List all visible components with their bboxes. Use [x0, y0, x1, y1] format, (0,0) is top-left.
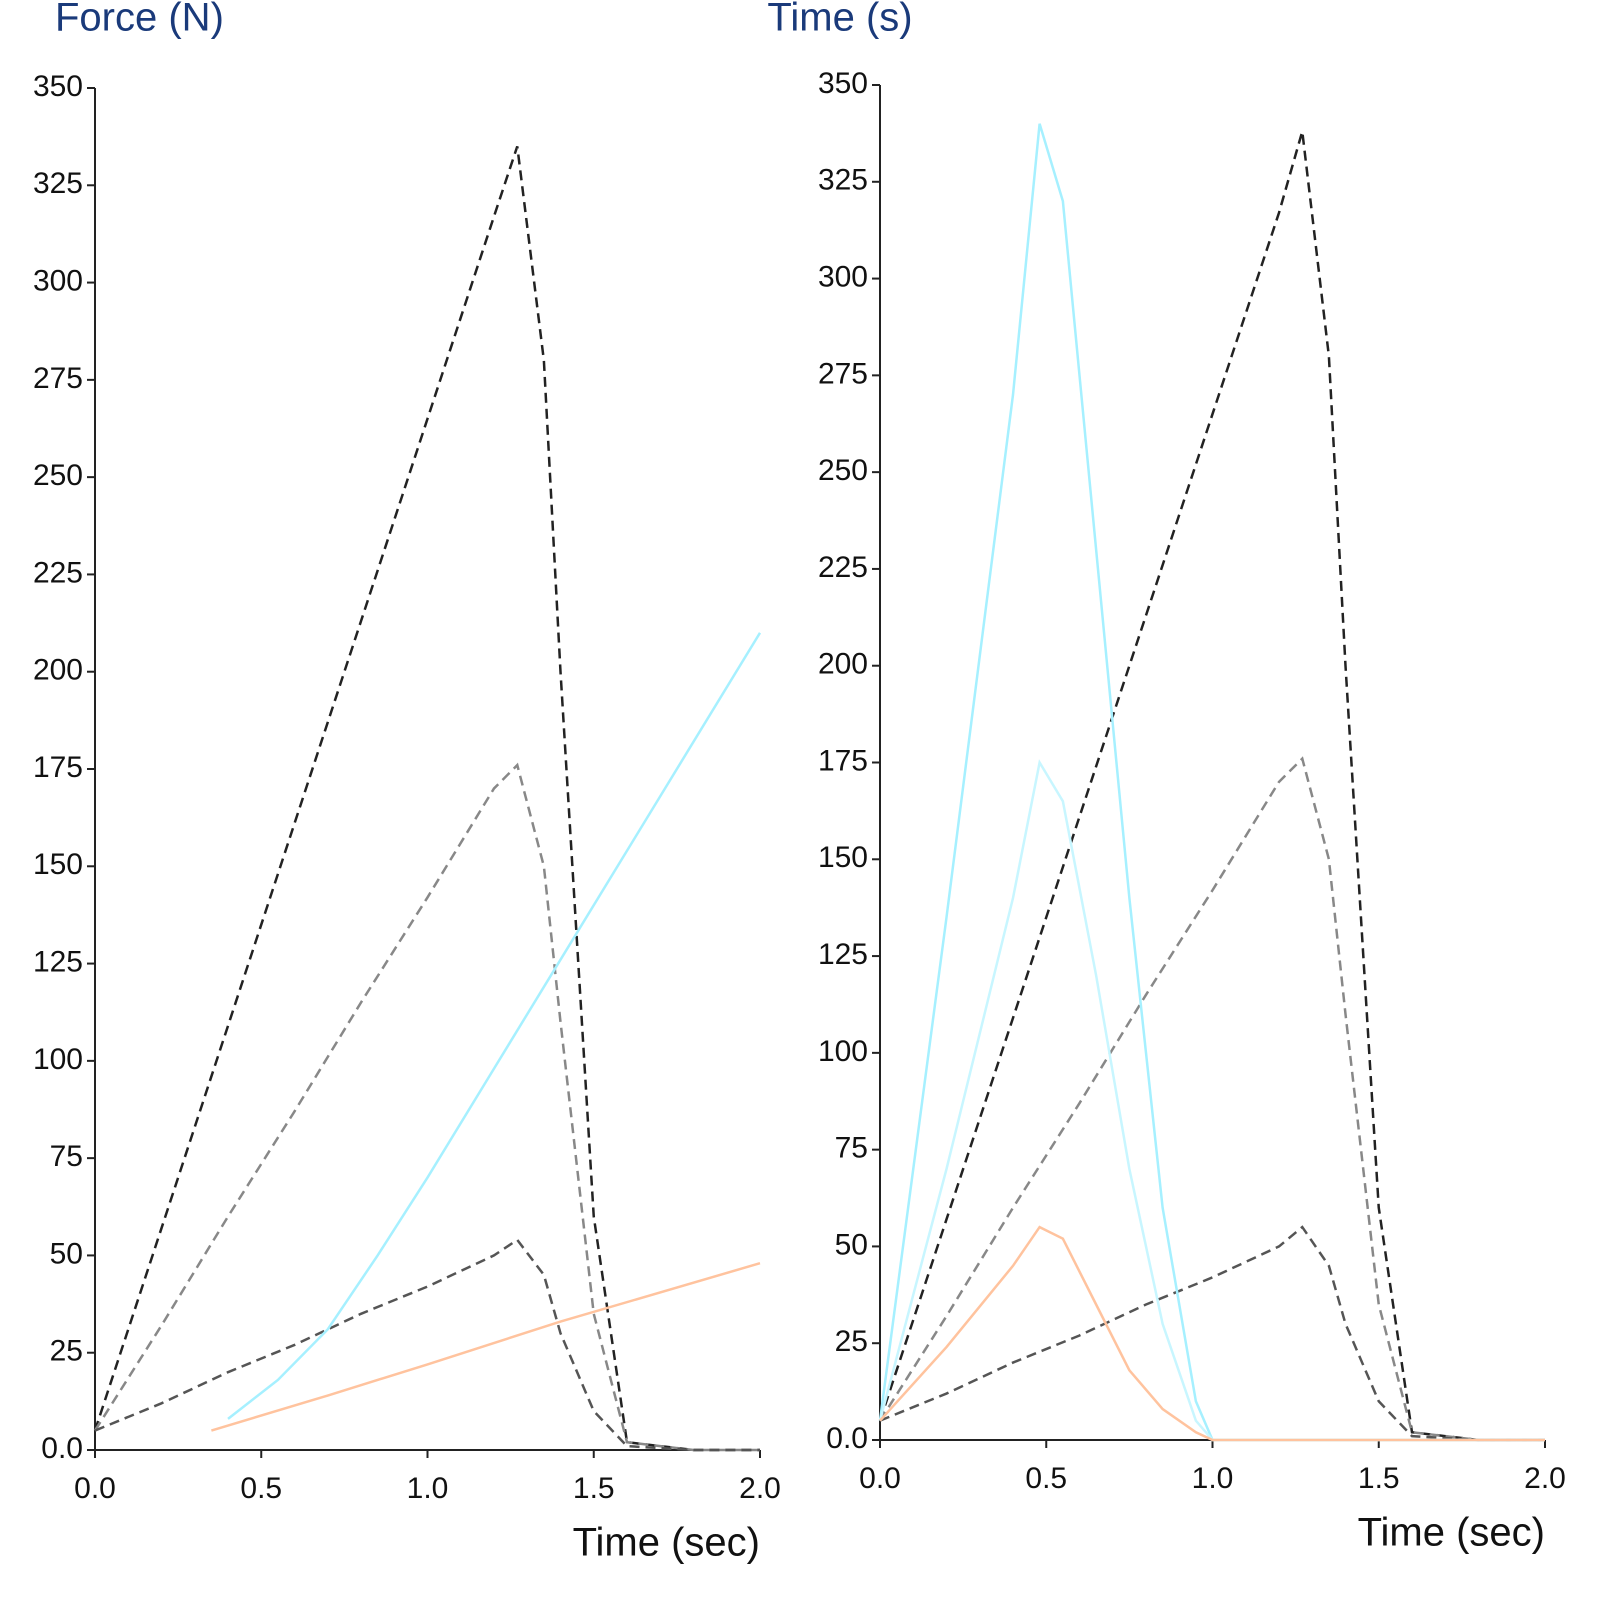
y-tick-label: 100	[818, 1035, 868, 1068]
line-series	[93, 762, 760, 1452]
y-tick-label: 0.0	[41, 1432, 83, 1465]
x-axis-label: Time (sec)	[573, 1521, 760, 1565]
line-series	[211, 1262, 761, 1432]
y-tick-label: 50	[835, 1228, 868, 1261]
y-tick-label: 175	[33, 751, 83, 784]
line-series	[94, 1238, 760, 1452]
x-tick-label: 1.5	[573, 1472, 615, 1505]
line-series	[878, 756, 1545, 1442]
x-tick-label: 1.0	[1192, 1462, 1234, 1495]
x-tick-label: 1.0	[407, 1472, 449, 1505]
y-axis-label: Time (s)	[767, 0, 912, 40]
y-tick-label: 75	[835, 1132, 868, 1165]
line-series	[878, 131, 1545, 1442]
x-tick-label: 1.5	[1358, 1462, 1400, 1495]
x-tick-label: 2.0	[1524, 1462, 1566, 1495]
y-tick-label: 350	[818, 67, 868, 100]
y-tick-label: 275	[818, 357, 868, 390]
line-series	[227, 632, 762, 1420]
y-tick-label: 350	[33, 70, 83, 103]
y-tick-label: 250	[33, 459, 83, 492]
y-tick-label: 225	[33, 556, 83, 589]
x-tick-label: 0.5	[240, 1472, 282, 1505]
y-tick-label: 100	[33, 1043, 83, 1076]
y-tick-label: 300	[818, 260, 868, 293]
y-tick-label: 325	[818, 164, 868, 197]
y-tick-label: 150	[33, 848, 83, 881]
x-tick-label: 2.0	[739, 1472, 781, 1505]
x-tick-label: 0.0	[859, 1462, 901, 1495]
y-tick-label: 50	[50, 1237, 83, 1270]
y-tick-label: 300	[33, 264, 83, 297]
y-tick-label: 325	[33, 167, 83, 200]
line-series	[879, 1225, 1545, 1442]
y-tick-label: 200	[818, 648, 868, 681]
y-tick-label: 75	[50, 1140, 83, 1173]
x-tick-label: 0.5	[1025, 1462, 1067, 1495]
y-tick-label: 225	[818, 551, 868, 584]
y-tick-label: 125	[33, 945, 83, 978]
y-tick-label: 25	[835, 1325, 868, 1358]
x-axis-label: Time (sec)	[1358, 1511, 1545, 1555]
line-series	[878, 759, 1545, 1442]
y-tick-label: 150	[818, 841, 868, 874]
y-tick-label: 175	[818, 744, 868, 777]
y-tick-label: 275	[33, 362, 83, 395]
line-series	[93, 145, 760, 1452]
x-tick-label: 0.0	[74, 1472, 116, 1505]
y-tick-label: 125	[818, 938, 868, 971]
y-tick-label: 250	[818, 454, 868, 487]
line-series	[878, 123, 1545, 1442]
y-tick-label: 25	[50, 1335, 83, 1368]
y-tick-label: 200	[33, 654, 83, 687]
line-series	[879, 1225, 1545, 1442]
y-axis-label: Force (N)	[55, 0, 224, 40]
y-tick-label: 0.0	[826, 1422, 868, 1455]
